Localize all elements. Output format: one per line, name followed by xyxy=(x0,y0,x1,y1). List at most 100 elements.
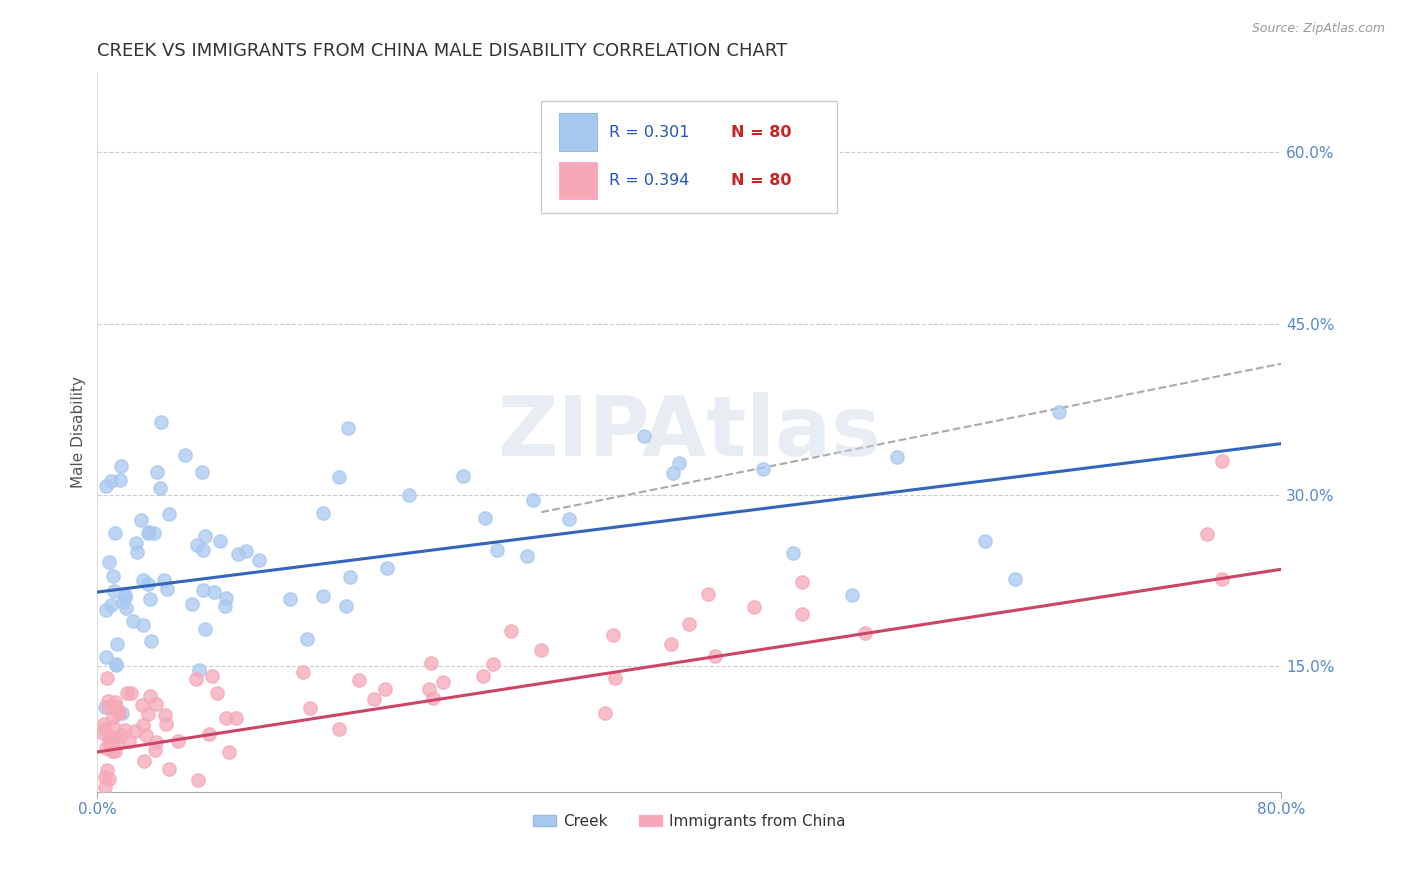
Point xyxy=(187,773,209,788)
Point xyxy=(472,669,495,683)
Point xyxy=(530,643,553,657)
Point xyxy=(108,473,131,487)
Point xyxy=(136,576,159,591)
Point xyxy=(214,599,236,613)
Point xyxy=(247,553,270,567)
Point xyxy=(120,686,142,700)
Point xyxy=(678,617,700,632)
Point xyxy=(752,462,775,476)
Point xyxy=(103,583,125,598)
Point xyxy=(153,573,176,587)
Point xyxy=(633,429,655,443)
Point xyxy=(218,745,240,759)
Point xyxy=(111,595,134,609)
Point xyxy=(501,624,523,639)
Point xyxy=(135,728,157,742)
Point xyxy=(142,525,165,540)
Point xyxy=(157,507,180,521)
Point xyxy=(124,723,146,738)
Point xyxy=(1211,454,1233,468)
Point xyxy=(184,672,207,686)
Point xyxy=(602,628,624,642)
Point xyxy=(98,555,121,569)
Point xyxy=(125,536,148,550)
Point xyxy=(328,723,350,737)
Point xyxy=(974,533,997,548)
Point xyxy=(96,763,118,777)
Point xyxy=(91,725,114,739)
Point xyxy=(98,731,121,746)
Point xyxy=(180,597,202,611)
Point xyxy=(841,589,863,603)
Point xyxy=(100,736,122,750)
Point xyxy=(167,734,190,748)
Point xyxy=(96,479,118,493)
Text: R = 0.394: R = 0.394 xyxy=(609,173,689,188)
Point xyxy=(659,637,682,651)
Point xyxy=(96,603,118,617)
Point xyxy=(94,700,117,714)
Point xyxy=(194,529,217,543)
Point xyxy=(104,744,127,758)
Point xyxy=(697,587,720,601)
Text: Source: ZipAtlas.com: Source: ZipAtlas.com xyxy=(1251,22,1385,36)
Point xyxy=(886,450,908,464)
Point xyxy=(363,692,385,706)
Point xyxy=(1004,572,1026,586)
Point xyxy=(339,570,361,584)
Point xyxy=(198,727,221,741)
Point xyxy=(104,731,127,746)
Text: N = 80: N = 80 xyxy=(731,125,792,140)
Point xyxy=(374,681,396,696)
Point xyxy=(138,525,160,540)
Point xyxy=(375,561,398,575)
FancyBboxPatch shape xyxy=(560,161,598,199)
Point xyxy=(132,717,155,731)
Point xyxy=(173,448,195,462)
Point xyxy=(105,699,128,714)
Point xyxy=(145,697,167,711)
Point xyxy=(215,591,238,605)
Point xyxy=(558,512,581,526)
Text: CREEK VS IMMIGRANTS FROM CHINA MALE DISABILITY CORRELATION CHART: CREEK VS IMMIGRANTS FROM CHINA MALE DISA… xyxy=(97,42,787,60)
Point xyxy=(228,547,250,561)
Point xyxy=(291,665,314,679)
Point xyxy=(278,591,301,606)
Point xyxy=(105,637,128,651)
Point xyxy=(107,736,129,750)
Legend: Creek, Immigrants from China: Creek, Immigrants from China xyxy=(527,807,852,835)
Point xyxy=(432,675,454,690)
Point xyxy=(101,744,124,758)
Text: N = 80: N = 80 xyxy=(731,173,792,188)
Y-axis label: Male Disability: Male Disability xyxy=(72,376,86,488)
Point xyxy=(186,538,208,552)
Point xyxy=(225,711,247,725)
Point xyxy=(194,622,217,636)
Point xyxy=(97,694,120,708)
Point xyxy=(312,506,335,520)
Point xyxy=(103,710,125,724)
Point xyxy=(118,734,141,748)
Point xyxy=(143,742,166,756)
Point xyxy=(298,701,321,715)
Point xyxy=(132,573,155,587)
Point xyxy=(114,723,136,737)
Point xyxy=(703,648,725,663)
Point xyxy=(742,600,765,615)
Point xyxy=(101,720,124,734)
Point xyxy=(139,591,162,606)
Text: ZIPAtlas: ZIPAtlas xyxy=(498,392,882,473)
Point xyxy=(668,456,690,470)
Point xyxy=(156,582,179,596)
Point xyxy=(132,754,155,768)
Point xyxy=(103,732,125,747)
Point xyxy=(295,632,318,646)
Point xyxy=(110,728,132,742)
Point xyxy=(485,542,508,557)
Point xyxy=(131,698,153,712)
Point xyxy=(191,466,214,480)
Point xyxy=(853,626,876,640)
Point xyxy=(202,585,225,599)
Point xyxy=(1047,405,1070,419)
Point xyxy=(235,544,257,558)
